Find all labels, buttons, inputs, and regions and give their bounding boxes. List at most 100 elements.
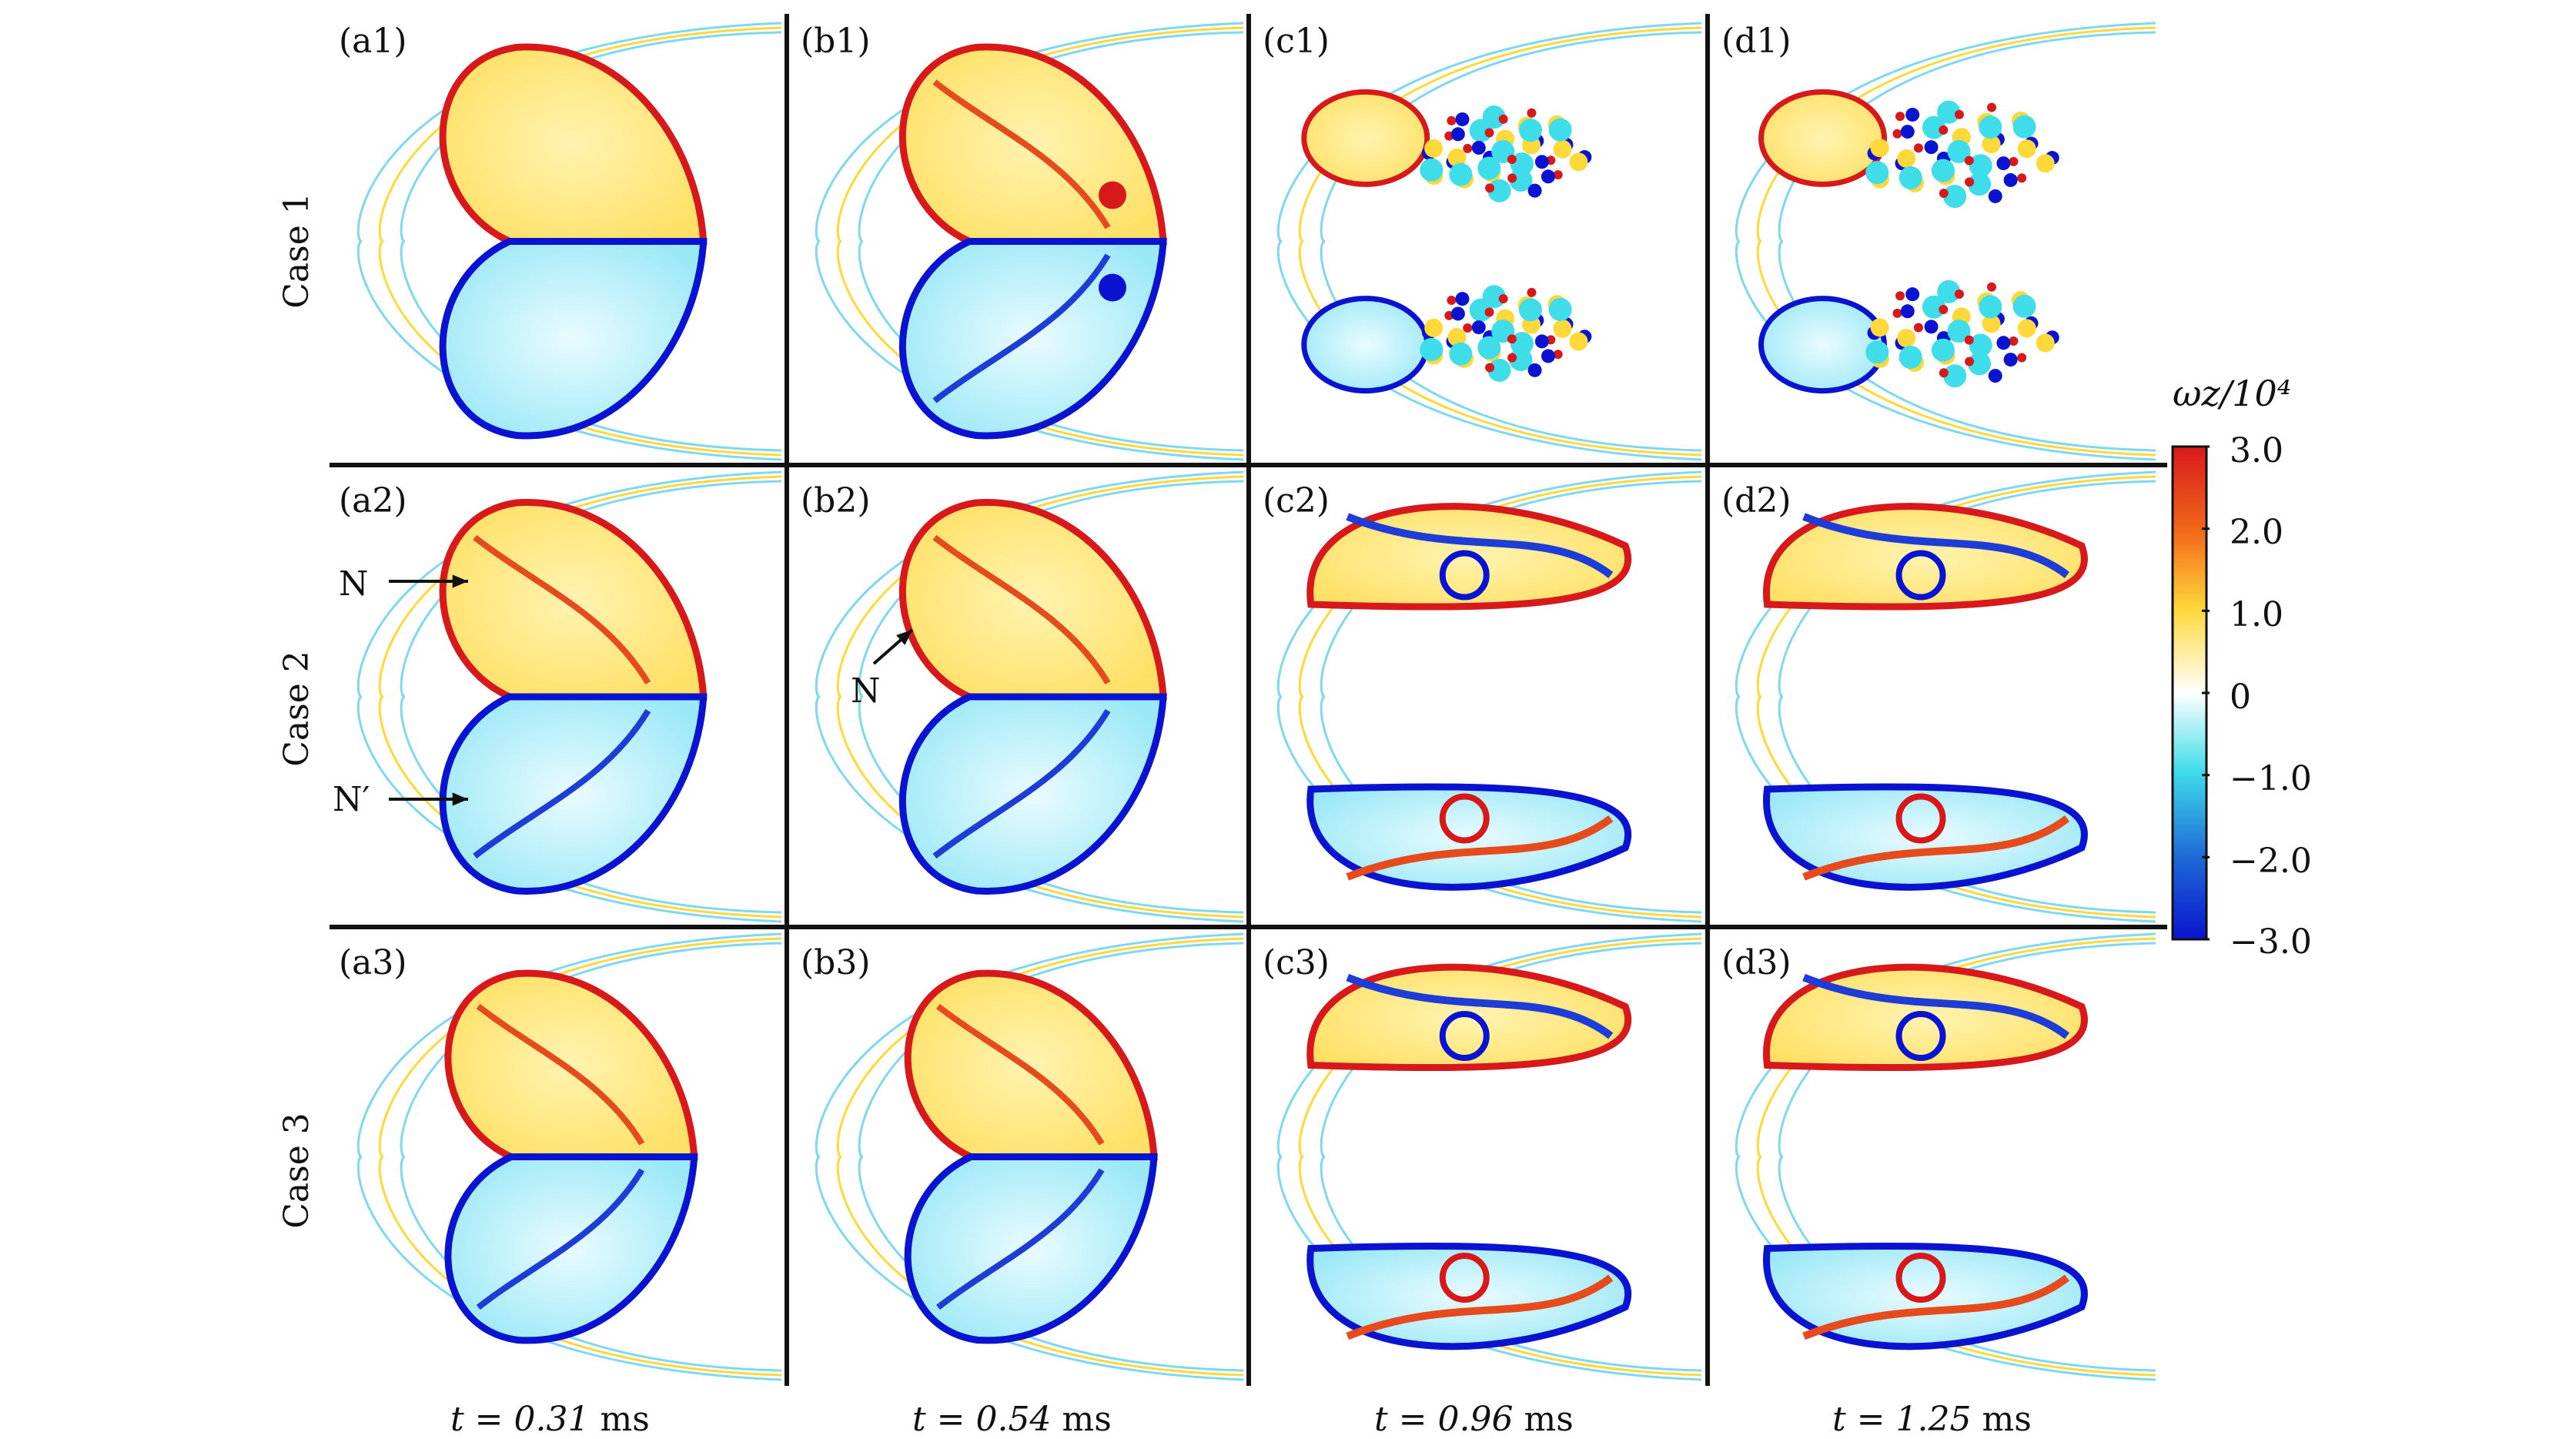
flow-panel — [1709, 17, 2163, 466]
turbulent-eddy — [1964, 335, 1974, 345]
vortex-core — [1439, 793, 1490, 844]
shock-wave — [815, 240, 1244, 461]
turbulent-eddy — [1922, 115, 1945, 139]
turbulent-eddy — [2009, 156, 2019, 166]
turbulent-eddy — [1979, 295, 2002, 319]
bubble-lower-lobe — [439, 693, 708, 895]
turbulent-eddy — [1541, 169, 1555, 184]
turbulent-eddy — [1471, 320, 1486, 335]
bubble-fragment — [1758, 296, 1887, 394]
turbulent-eddy — [1924, 320, 1939, 334]
bubble-lower-lobe — [904, 1153, 1158, 1344]
vortex-sheet — [1346, 815, 1614, 881]
turbulent-eddy — [2017, 353, 2027, 363]
turbulent-eddy — [1485, 363, 1495, 373]
flow-panel — [331, 17, 789, 466]
annotation-n-a2: N — [339, 564, 369, 604]
annotation-n-prime-a2: N′ — [333, 780, 370, 819]
turbulent-eddy — [1979, 115, 2002, 139]
shock-wave — [378, 695, 782, 919]
colorbar-tick-label: 2.0 — [2230, 513, 2283, 552]
flow-panel — [1251, 17, 1709, 466]
colorbar — [2171, 445, 2208, 941]
turbulent-eddy — [1892, 308, 1902, 318]
shock-wave — [378, 475, 782, 698]
annotation-n-b2: N — [851, 671, 881, 711]
flow-panel — [789, 928, 1251, 1386]
vortex-core — [1895, 793, 1946, 844]
turbulent-eddy — [1553, 350, 1563, 360]
colorbar-tick-label: −1.0 — [2230, 759, 2312, 798]
row-label-case-1: Case 1 — [276, 192, 316, 309]
shock-wave — [356, 240, 782, 461]
turbulent-eddy — [1507, 353, 1517, 363]
turbulent-eddy — [1965, 177, 1975, 187]
turbulent-eddy — [1487, 358, 1511, 382]
vortex-core — [1099, 181, 1126, 209]
turbulent-eddy — [1954, 289, 1964, 299]
shock-wave — [836, 1156, 1244, 1377]
colorbar-tick-label: −3.0 — [2230, 922, 2312, 962]
shock-wave — [815, 1156, 1244, 1381]
flow-panel — [1709, 928, 2163, 1386]
shock-wave — [836, 937, 1244, 1158]
turbulent-eddy — [1534, 334, 1549, 349]
vortex-sheet — [1346, 1274, 1614, 1340]
panel-background — [1709, 17, 2163, 466]
vortex-core — [1439, 550, 1490, 601]
colorbar-ticks — [2202, 445, 2210, 941]
panel-label-d2: (d2) — [1721, 481, 1791, 520]
turbulent-eddy — [1498, 114, 1508, 124]
flow-panel — [789, 466, 1251, 928]
bubble-lower-lobe — [439, 238, 708, 440]
vortex-core — [1895, 1253, 1946, 1303]
vortex-sheet — [1802, 815, 2070, 881]
time-label-1: t = 0.31 ms — [450, 1400, 650, 1439]
turbulent-eddy — [1943, 364, 1967, 388]
shock-wave — [356, 932, 782, 1158]
turbulent-eddy — [1897, 149, 1916, 168]
turbulent-eddy — [1969, 333, 1992, 357]
turbulent-eddy — [1996, 156, 2011, 171]
turbulent-eddy — [1865, 161, 1889, 185]
turbulent-eddy — [1569, 332, 1588, 351]
bubble-fragment — [1301, 89, 1430, 187]
turbulent-eddy — [1527, 183, 1542, 198]
bubble-lower-lobe — [898, 238, 1167, 440]
bubble-lower-lobe — [444, 1153, 698, 1344]
vortex-core — [1439, 1011, 1490, 1061]
time-label-3: t = 0.96 ms — [1374, 1400, 1574, 1439]
turbulent-eddy — [1484, 128, 1494, 138]
turbulent-eddy — [1455, 292, 1470, 306]
turbulent-eddy — [1487, 179, 1511, 202]
vortex-sheet — [1802, 513, 2070, 578]
turbulent-eddy — [1447, 296, 1457, 306]
colorbar-tick-label: 0 — [2230, 678, 2251, 717]
turbulent-eddy — [1987, 102, 1996, 112]
vortex-sheet — [1346, 973, 1614, 1039]
turbulent-eddy — [2012, 115, 2036, 139]
turbulent-eddy — [1988, 189, 2002, 203]
panel-label-c3: (c3) — [1263, 943, 1330, 982]
turbulent-eddy — [1484, 307, 1494, 317]
turbulent-eddy — [1485, 183, 1495, 193]
turbulent-eddy — [2017, 319, 2036, 338]
panel-label-c2: (c2) — [1263, 481, 1330, 520]
flow-panel — [1709, 466, 2163, 928]
turbulent-eddy — [1982, 314, 2001, 333]
turbulent-eddy — [1509, 168, 1533, 192]
turbulent-eddy — [1947, 139, 1971, 163]
turbulent-eddy — [1449, 342, 1473, 366]
row-label-case-2: Case 2 — [276, 651, 316, 767]
turbulent-eddy — [1939, 368, 1949, 378]
turbulent-eddy — [1988, 369, 2002, 383]
shock-wave — [815, 470, 1244, 698]
turbulent-eddy — [1548, 118, 1572, 142]
turbulent-eddy — [2012, 294, 2036, 318]
vortex-core — [1439, 1253, 1490, 1303]
bubble-upper-lobe — [439, 499, 708, 701]
bubble-fragment — [1758, 89, 1887, 187]
turbulent-eddy — [1534, 155, 1549, 169]
